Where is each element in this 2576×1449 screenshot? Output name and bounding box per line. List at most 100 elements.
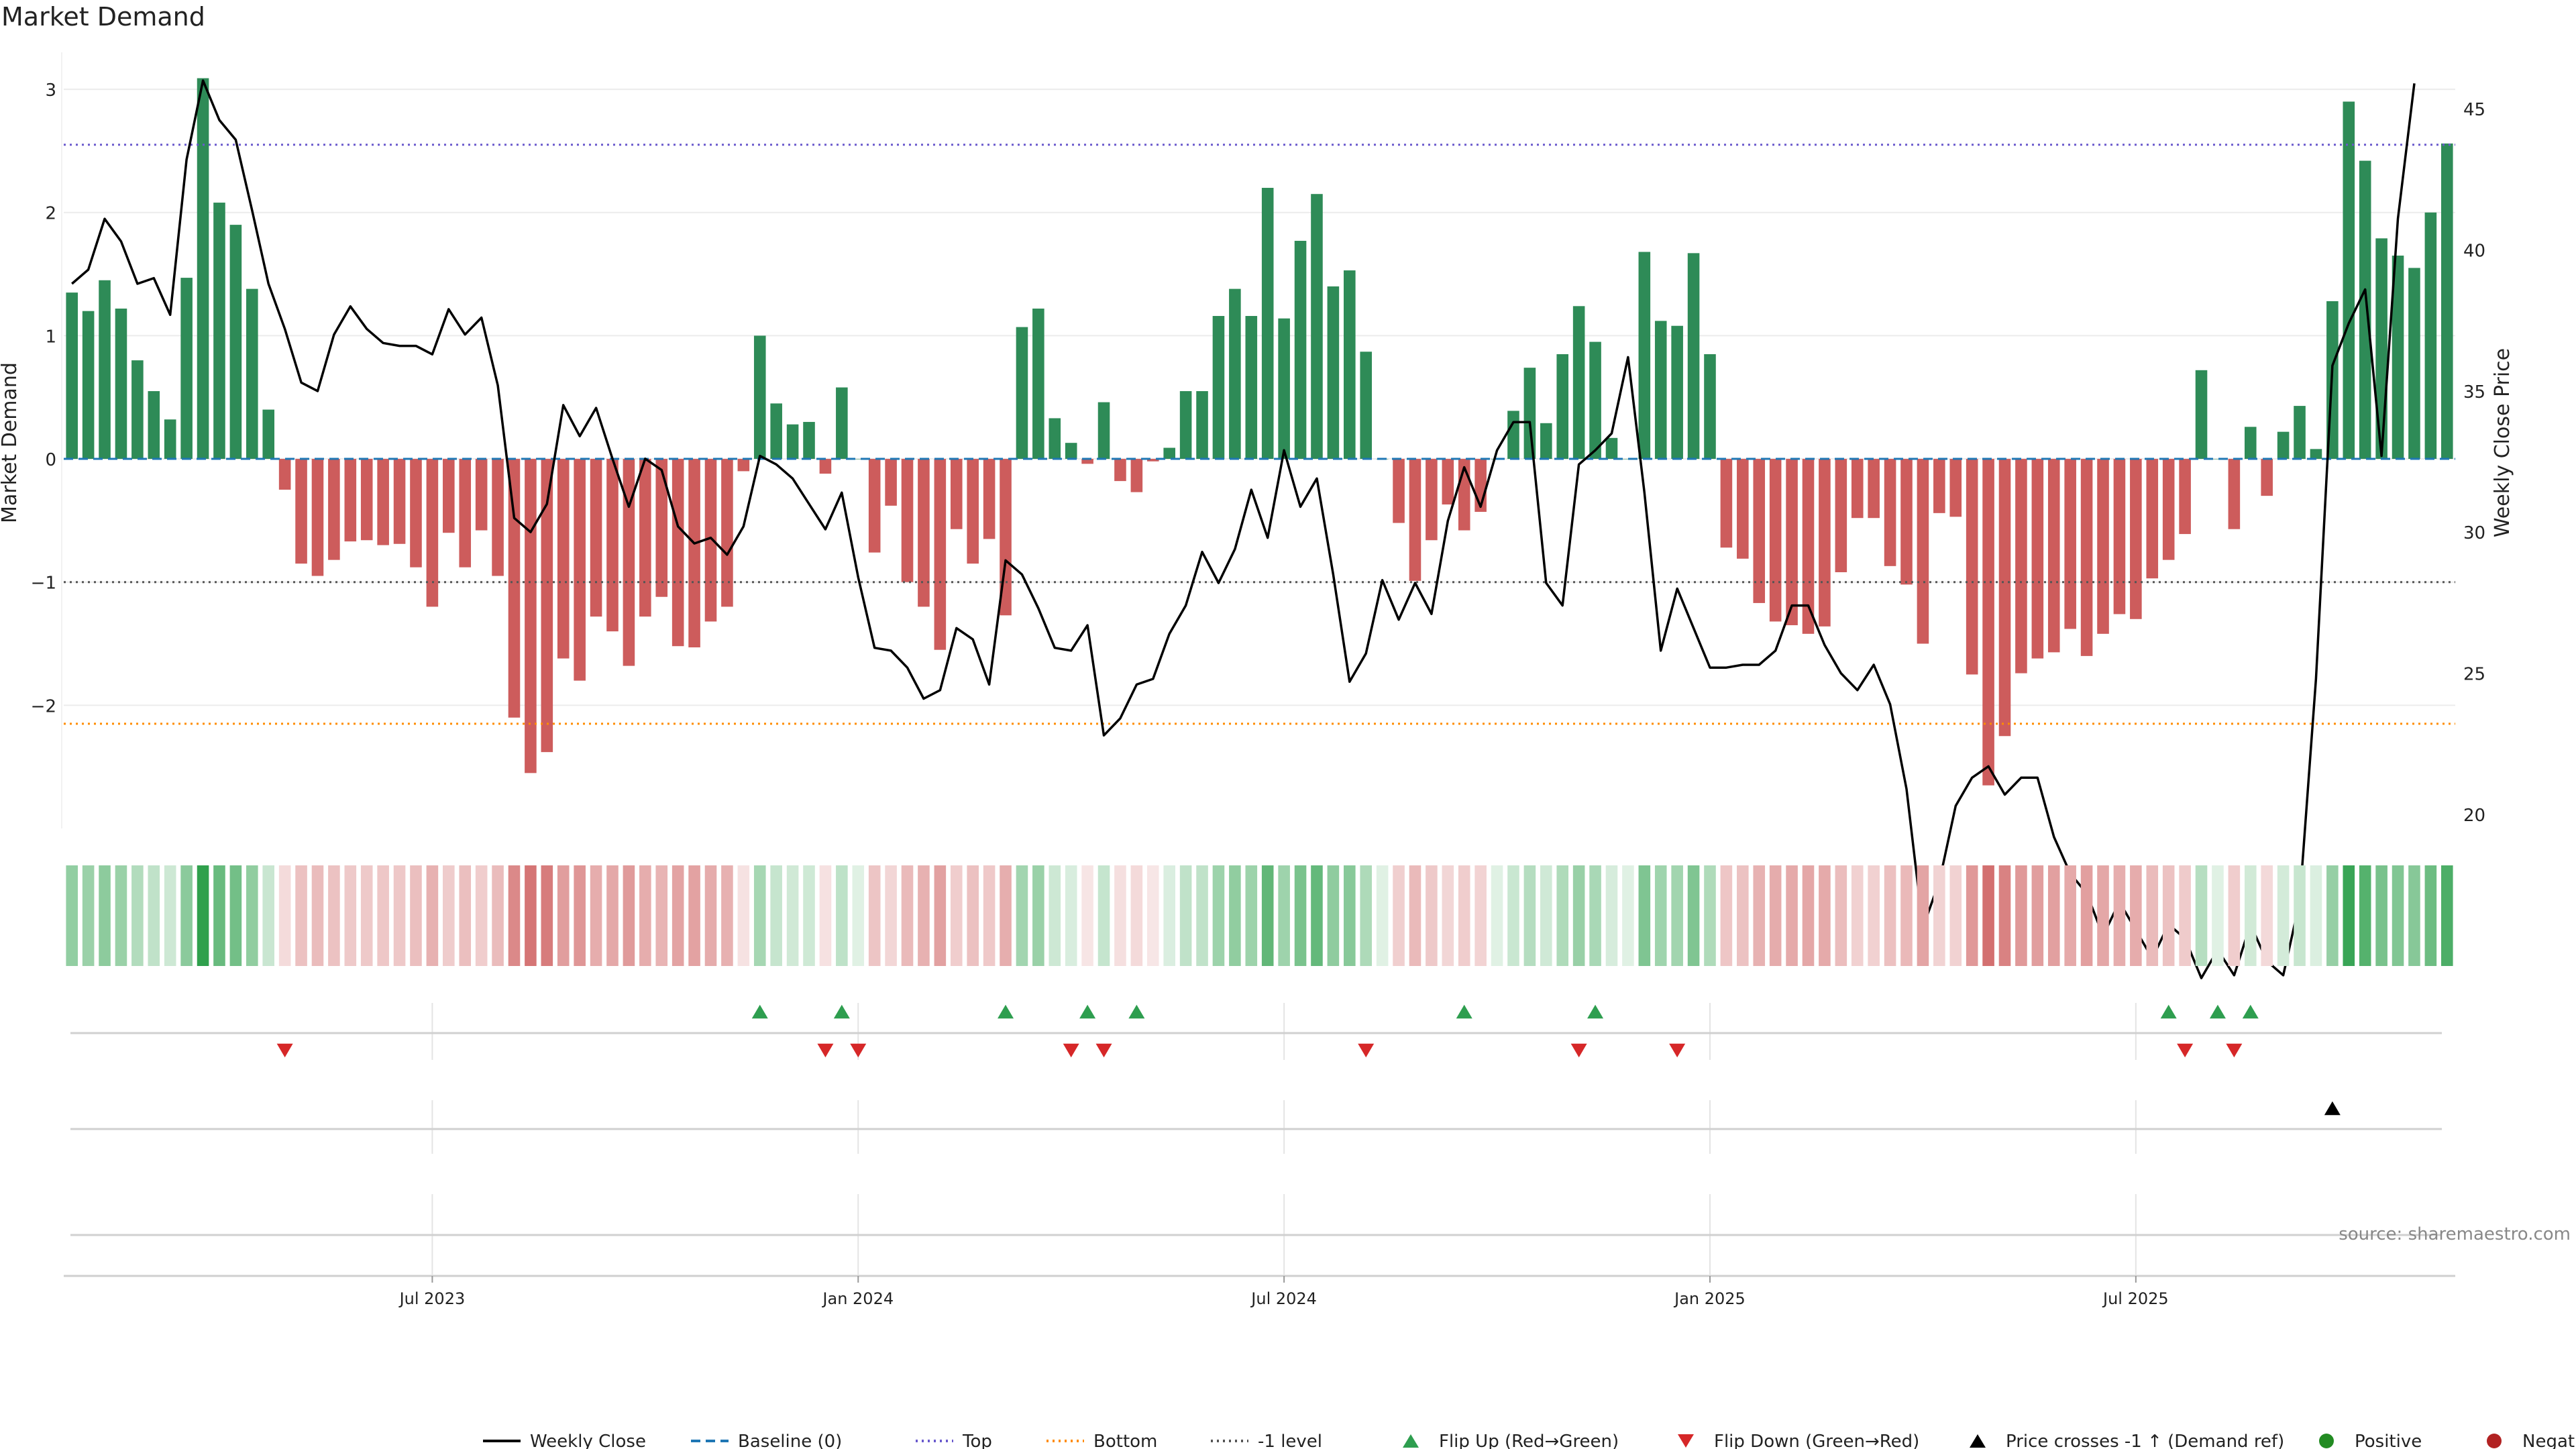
heat-cell bbox=[557, 865, 570, 966]
demand-bar bbox=[2359, 160, 2371, 460]
heat-cell bbox=[688, 865, 700, 966]
demand-bar bbox=[1081, 459, 1093, 464]
demand-bar bbox=[2294, 406, 2306, 460]
demand-bar bbox=[2441, 143, 2453, 460]
heat-cell bbox=[1949, 865, 1962, 966]
heat-cell bbox=[606, 865, 619, 966]
heat-cell bbox=[1540, 865, 1552, 966]
heat-cell bbox=[1294, 865, 1307, 966]
heat-cell bbox=[410, 865, 422, 966]
demand-bar bbox=[1589, 341, 1601, 460]
heat-cell bbox=[525, 865, 537, 966]
demand-bar bbox=[1196, 391, 1208, 460]
demand-bar bbox=[753, 335, 766, 460]
demand-bar bbox=[1671, 325, 1683, 460]
heat-cell bbox=[1376, 865, 1389, 966]
demand-bar bbox=[1130, 459, 1143, 492]
legend-label: Flip Up (Red→Green) bbox=[1439, 1432, 1619, 1449]
heat-cell bbox=[574, 865, 586, 966]
legend-swatch bbox=[2487, 1434, 2502, 1448]
y2-axis-label: Weekly Close Price bbox=[2491, 348, 2514, 537]
demand-bar bbox=[2113, 459, 2126, 614]
demand-bar bbox=[2195, 370, 2208, 460]
heat-cell bbox=[983, 865, 996, 966]
heat-cell bbox=[1786, 865, 1798, 966]
heat-cell bbox=[2375, 865, 2387, 966]
demand-bar bbox=[1229, 288, 1241, 460]
flip-up-marker bbox=[1079, 1004, 1096, 1019]
flip-down-marker bbox=[1063, 1043, 1079, 1058]
heat-cell bbox=[1360, 865, 1373, 966]
demand-bar bbox=[836, 387, 848, 460]
demand-bar bbox=[737, 459, 750, 472]
heat-cell bbox=[2408, 865, 2420, 966]
demand-bar bbox=[803, 421, 815, 460]
demand-bar bbox=[82, 311, 95, 460]
heat-cell bbox=[1196, 865, 1208, 966]
demand-bar bbox=[2162, 459, 2175, 560]
legend-item: Flip Down (Green→Red) bbox=[1678, 1432, 1919, 1449]
x-tick-label: Jul 2025 bbox=[2102, 1289, 2169, 1308]
heat-cell bbox=[2097, 865, 2109, 966]
heat-cell bbox=[1081, 865, 1093, 966]
heat-cell bbox=[1491, 865, 1503, 966]
heat-cell bbox=[1016, 865, 1028, 966]
heat-cell bbox=[885, 865, 897, 966]
heat-cell bbox=[1556, 865, 1569, 966]
heat-cell bbox=[328, 865, 340, 966]
demand-bar bbox=[1819, 459, 1831, 627]
demand-bar bbox=[1933, 459, 1945, 513]
demand-bar bbox=[1998, 459, 2011, 737]
heat-cell bbox=[1720, 865, 1733, 966]
legend-item: Bottom bbox=[1046, 1432, 1157, 1449]
demand-bar bbox=[2277, 431, 2290, 460]
heat-cell bbox=[1344, 865, 1356, 966]
heat-cell bbox=[1982, 865, 1994, 966]
heat-cell bbox=[2261, 865, 2273, 966]
x-tick-label: Jul 2024 bbox=[1250, 1289, 1317, 1308]
y-tick-label: 3 bbox=[45, 80, 56, 101]
demand-bar bbox=[1687, 253, 1700, 460]
demand-bar bbox=[1278, 318, 1290, 460]
heat-cell bbox=[1687, 865, 1700, 966]
demand-bar bbox=[278, 459, 291, 490]
source-note: source: sharemaestro.com bbox=[2339, 1224, 2571, 1244]
demand-bar bbox=[852, 459, 865, 460]
demand-bar bbox=[2031, 459, 2044, 659]
demand-bar bbox=[1179, 391, 1192, 460]
legend-item: Negative bbox=[2487, 1432, 2576, 1449]
heat-cell bbox=[1179, 865, 1192, 966]
heat-cell bbox=[1393, 865, 1405, 966]
demand-bar bbox=[344, 459, 357, 542]
y2-tick-label: 30 bbox=[2463, 523, 2485, 543]
heat-cell bbox=[623, 865, 635, 966]
heat-cell bbox=[360, 865, 373, 966]
flip-down-marker bbox=[817, 1043, 834, 1058]
heat-cell bbox=[1229, 865, 1241, 966]
y-tick-label: −1 bbox=[31, 574, 56, 594]
demand-bar bbox=[148, 391, 160, 460]
heat-cell bbox=[443, 865, 455, 966]
demand-bar bbox=[770, 403, 782, 460]
heat-cell bbox=[1998, 865, 2011, 966]
heat-cell bbox=[1163, 865, 1175, 966]
heat-cell bbox=[1442, 865, 1454, 966]
flip-up-marker bbox=[833, 1004, 850, 1019]
demand-bar bbox=[1261, 188, 1274, 460]
heat-cell bbox=[2130, 865, 2142, 966]
heat-cell bbox=[1638, 865, 1651, 966]
heat-cell bbox=[148, 865, 160, 966]
legend-label: Bottom bbox=[1093, 1432, 1157, 1449]
demand-bar bbox=[885, 459, 897, 506]
demand-bar bbox=[1114, 459, 1126, 482]
demand-bar bbox=[918, 459, 930, 607]
heat-cell bbox=[836, 865, 848, 966]
heat-cell bbox=[1426, 865, 1438, 966]
flip-up-marker bbox=[751, 1004, 768, 1019]
heat-cell bbox=[1737, 865, 1749, 966]
heat-cell bbox=[393, 865, 406, 966]
y-axis-label: Market Demand bbox=[0, 362, 21, 523]
heat-cell bbox=[295, 865, 307, 966]
legend-item: -1 level bbox=[1211, 1432, 1322, 1449]
demand-bar bbox=[99, 280, 111, 460]
